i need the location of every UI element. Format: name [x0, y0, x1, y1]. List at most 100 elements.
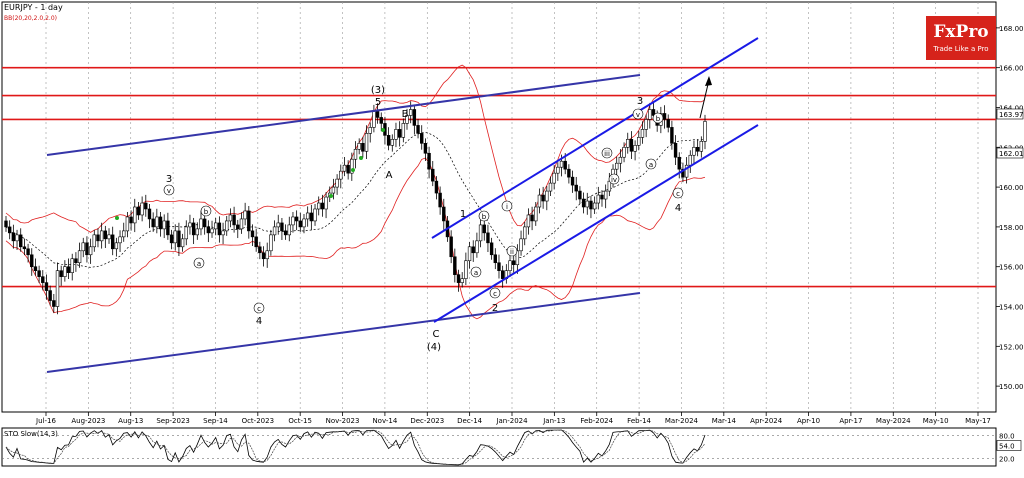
candle-body [41, 276, 45, 283]
candle-body [695, 146, 700, 152]
candle-body [37, 270, 41, 277]
candle-body [648, 109, 652, 120]
y-tick-label: 160.000 [999, 184, 1024, 192]
candle-body [508, 260, 512, 271]
candle-body [19, 234, 23, 248]
candle-body [511, 260, 516, 266]
candle-body [578, 190, 582, 200]
candle-body [70, 258, 74, 273]
stochastic-label: STO Slow(14,3) [4, 430, 58, 438]
candle-body [464, 260, 468, 279]
candle-body [63, 266, 67, 277]
x-tick-label: Feb-2024 [580, 417, 613, 425]
candle-body [280, 222, 284, 232]
x-tick-label: Aug-13 [118, 417, 143, 425]
wave-label-circle [645, 158, 657, 170]
candle-body [666, 119, 670, 128]
candle-body [317, 202, 321, 210]
wave-label: 4 [675, 203, 681, 214]
candle-body [22, 246, 27, 250]
candle-body [471, 246, 475, 254]
price-badge-box [996, 147, 1024, 159]
logo-name: FxPro [933, 22, 989, 42]
candle-body [199, 218, 203, 230]
wave-label: 3 [637, 96, 643, 107]
candle-body [684, 164, 689, 178]
x-tick-label: Jan-13 [542, 417, 565, 425]
candle-body [180, 238, 185, 248]
candle-body [357, 143, 361, 150]
candle-body [225, 220, 229, 232]
x-tick-label: Jan-2024 [495, 417, 528, 425]
candle-body [434, 180, 439, 194]
candle-body [423, 143, 428, 154]
candle-body [600, 194, 604, 200]
y-tick-label: 156.000 [999, 264, 1024, 272]
candle-body [166, 220, 170, 236]
candle-body [618, 156, 623, 164]
candle-body [7, 226, 12, 234]
x-tick-label: Sep-14 [203, 417, 228, 425]
channel-upper-line [431, 37, 759, 239]
candle-body [151, 218, 155, 228]
candle-body [236, 224, 240, 230]
candle-body [386, 135, 391, 146]
candle-body [15, 234, 19, 242]
projection-arrow [699, 79, 710, 119]
wave-label-circle [163, 184, 175, 196]
wave-label: 2 [492, 303, 498, 314]
candle-body [390, 139, 394, 146]
candle-body [269, 234, 273, 252]
candle-body [77, 250, 82, 264]
main-panel [1, 1, 997, 413]
wave-label: ii [510, 248, 514, 256]
projection-arrowhead [705, 76, 712, 86]
candle-body [526, 214, 531, 228]
x-tick-label: May-17 [965, 417, 991, 425]
candle-body [489, 242, 494, 256]
candle-body [144, 202, 148, 210]
candle-body [541, 194, 545, 202]
candle-body [122, 230, 126, 238]
wave-label-circle [253, 302, 265, 314]
wave-label: c [676, 190, 680, 198]
wave-label: b [204, 208, 209, 216]
candle-body [254, 236, 258, 248]
candle-body [567, 168, 571, 178]
candle-body [456, 274, 461, 283]
candle-body [118, 236, 122, 244]
wave-label: a [197, 260, 201, 268]
wave-label: b [482, 213, 487, 221]
candle-body [305, 212, 310, 220]
candle-body [412, 109, 417, 126]
candle-body [206, 226, 211, 234]
signal-marker [351, 168, 355, 172]
candle-body [534, 206, 538, 222]
candle-body [191, 222, 196, 236]
candle-body [103, 230, 108, 240]
candle-body [346, 164, 350, 174]
price-badge: 163.978 [999, 111, 1024, 119]
wave-label: a [474, 269, 478, 277]
candle-body [74, 258, 78, 264]
x-tick-label: Aug-2023 [71, 417, 105, 425]
candle-body [107, 234, 111, 240]
candle-body [129, 216, 133, 224]
candle-body [232, 214, 236, 226]
candle-body [261, 252, 266, 260]
price-badge: 162.018 [999, 150, 1024, 158]
indicator-label: BB(20,20,2.0,2.0) [4, 15, 57, 22]
bollinger-lower [5, 157, 706, 320]
x-tick-label: Nov-2023 [326, 417, 360, 425]
candle-body [309, 212, 314, 222]
candle-body [703, 121, 707, 142]
candle-body [486, 232, 490, 244]
candle-body [243, 210, 247, 220]
stochastic-badge: 54.0 [999, 442, 1015, 450]
candle-body [375, 111, 380, 118]
candle-body [530, 214, 534, 222]
candle-body [59, 270, 63, 277]
candle-body [596, 194, 601, 204]
candle-body [350, 158, 354, 174]
